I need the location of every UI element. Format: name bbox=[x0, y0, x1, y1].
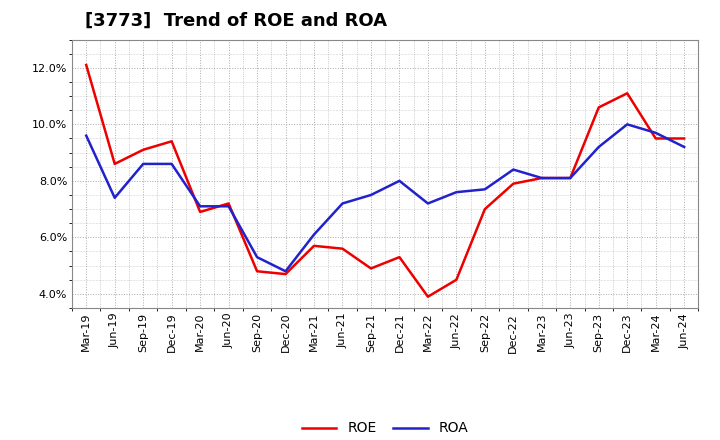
ROA bbox=[452, 190, 461, 195]
ROA bbox=[537, 176, 546, 181]
ROA bbox=[623, 122, 631, 127]
ROA bbox=[395, 178, 404, 183]
ROA bbox=[566, 176, 575, 181]
Line: ROE: ROE bbox=[86, 65, 684, 297]
ROE bbox=[595, 105, 603, 110]
ROA bbox=[423, 201, 432, 206]
ROE bbox=[680, 136, 688, 141]
ROE bbox=[82, 62, 91, 68]
ROA bbox=[82, 133, 91, 138]
ROE bbox=[509, 181, 518, 186]
ROE bbox=[480, 206, 489, 212]
ROE bbox=[167, 139, 176, 144]
ROA bbox=[338, 201, 347, 206]
Text: [3773]  Trend of ROE and ROA: [3773] Trend of ROE and ROA bbox=[84, 12, 387, 30]
ROA bbox=[167, 161, 176, 167]
ROA bbox=[595, 144, 603, 150]
ROA bbox=[196, 204, 204, 209]
ROE bbox=[282, 271, 290, 277]
ROA bbox=[110, 195, 119, 201]
ROA bbox=[366, 192, 375, 198]
ROE bbox=[452, 277, 461, 282]
ROE bbox=[537, 176, 546, 181]
ROE bbox=[225, 201, 233, 206]
ROE bbox=[310, 243, 318, 249]
ROE bbox=[338, 246, 347, 251]
ROA bbox=[139, 161, 148, 167]
ROE bbox=[196, 209, 204, 215]
ROA bbox=[480, 187, 489, 192]
ROE bbox=[395, 254, 404, 260]
ROE bbox=[110, 161, 119, 167]
ROA bbox=[680, 144, 688, 150]
ROA bbox=[310, 232, 318, 237]
ROA bbox=[509, 167, 518, 172]
ROA bbox=[652, 130, 660, 136]
ROA bbox=[282, 269, 290, 274]
ROE bbox=[253, 269, 261, 274]
Legend: ROE, ROA: ROE, ROA bbox=[296, 415, 474, 440]
ROE bbox=[566, 176, 575, 181]
Line: ROA: ROA bbox=[86, 125, 684, 271]
ROA bbox=[253, 254, 261, 260]
ROE bbox=[652, 136, 660, 141]
ROA bbox=[225, 204, 233, 209]
ROE bbox=[366, 266, 375, 271]
ROE bbox=[139, 147, 148, 152]
ROE bbox=[423, 294, 432, 299]
ROE bbox=[623, 91, 631, 96]
